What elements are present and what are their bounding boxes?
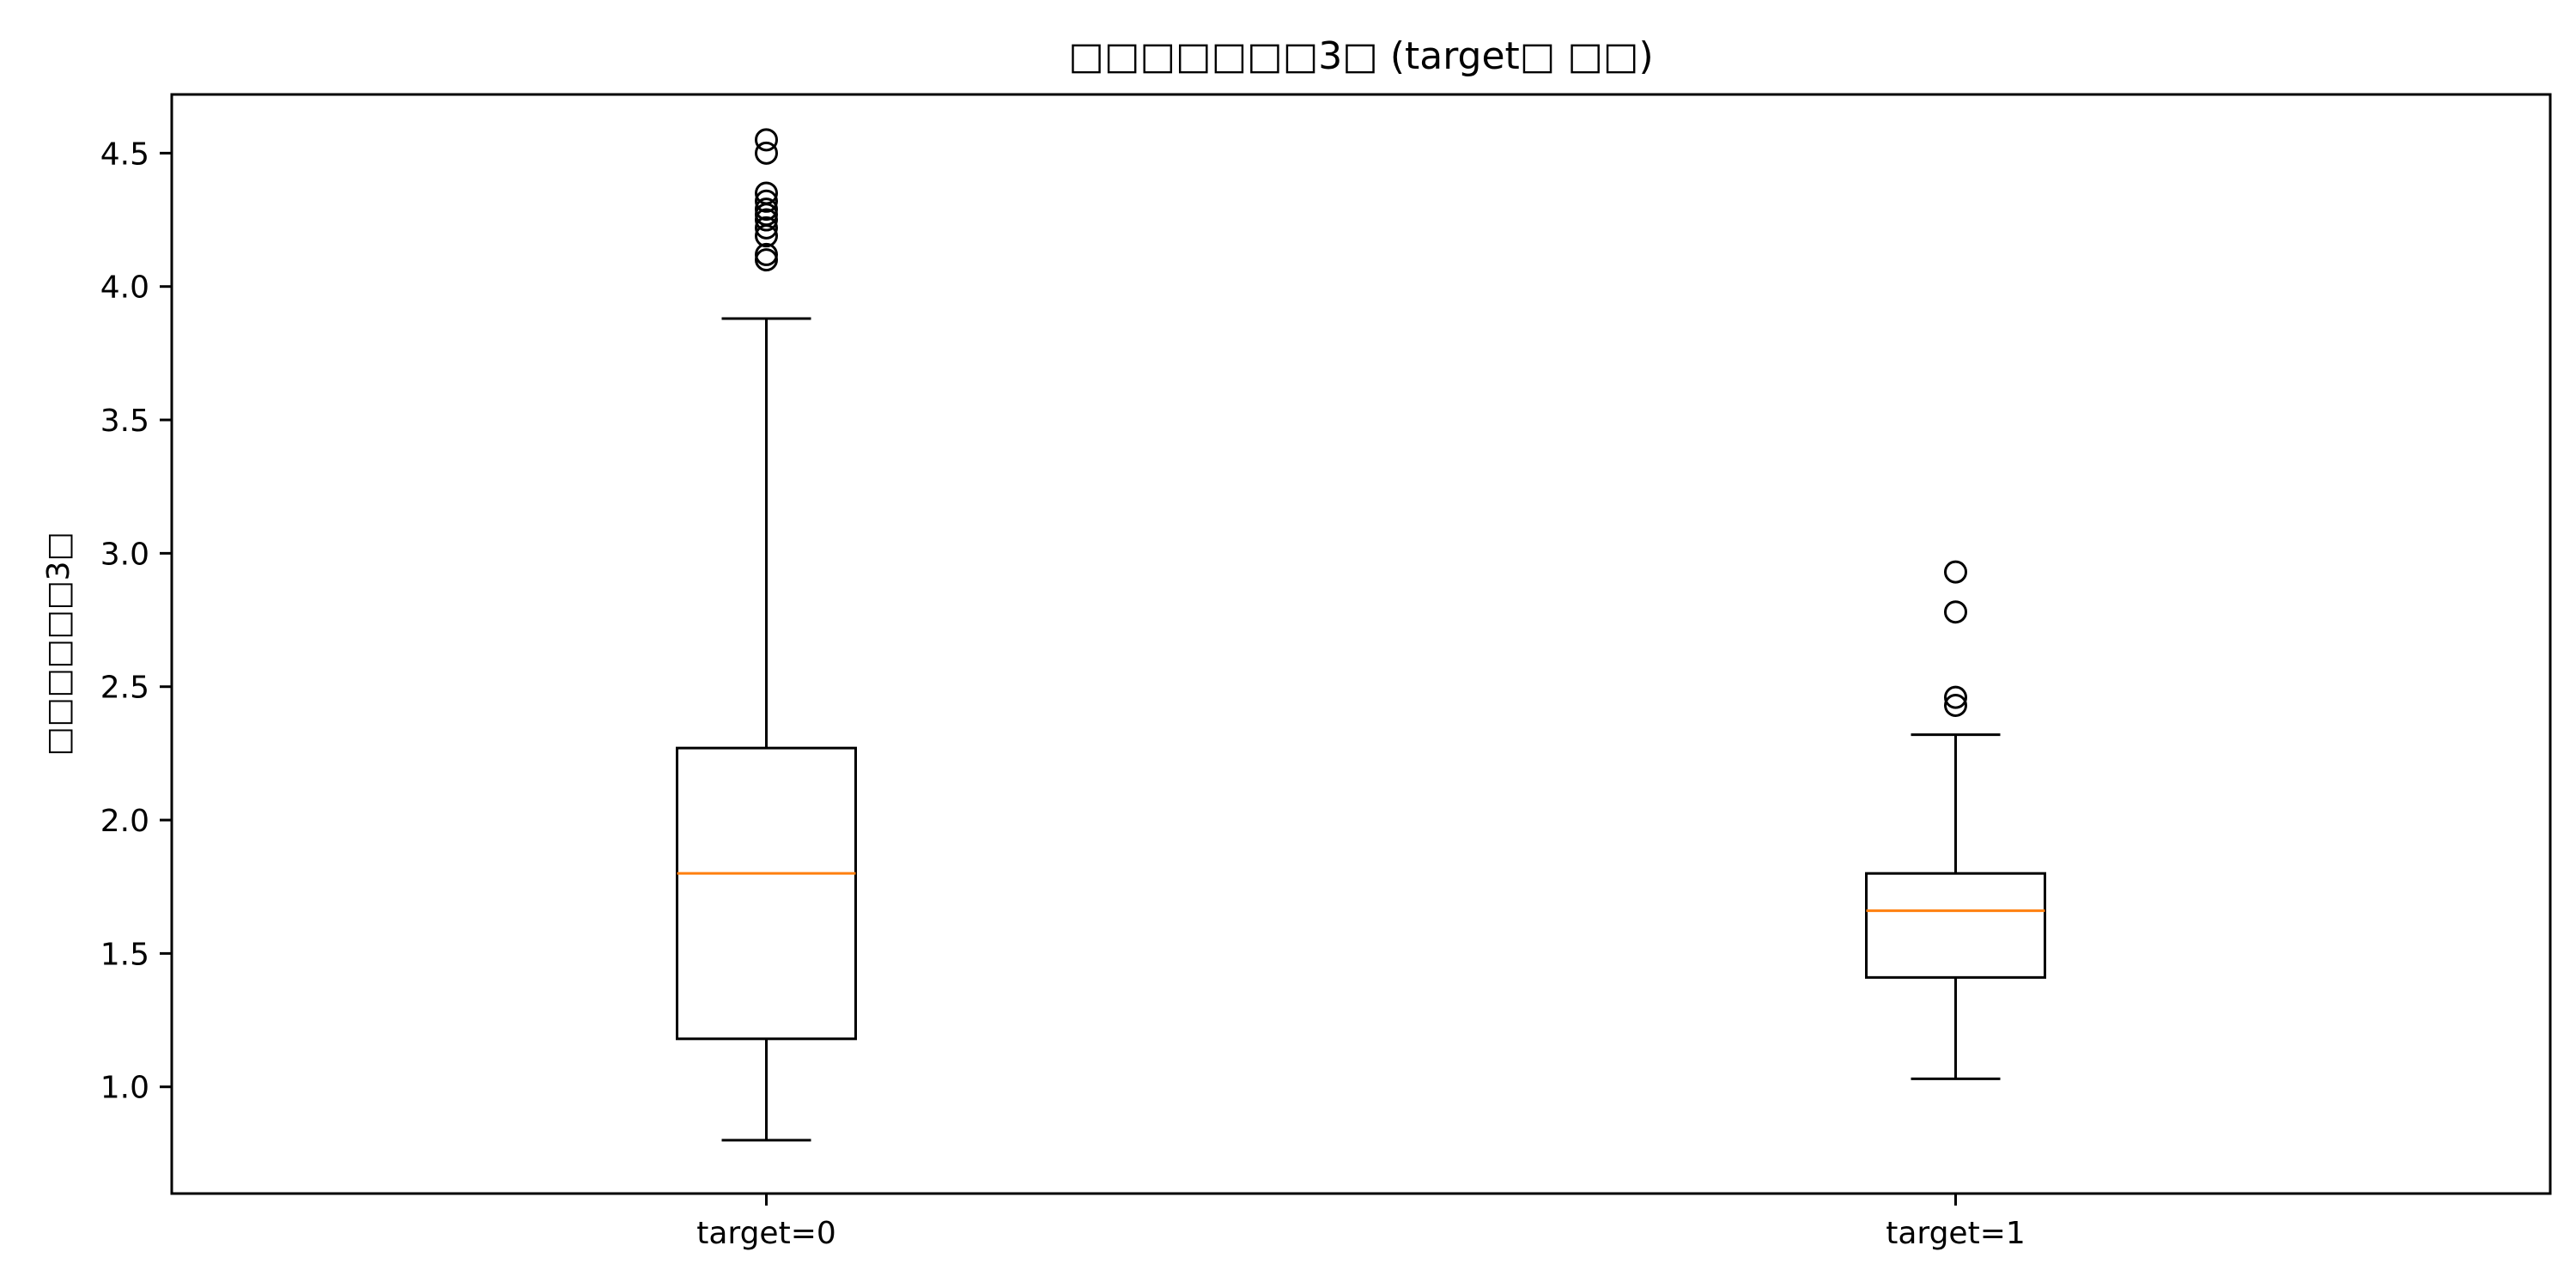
box-group xyxy=(1865,560,2046,1080)
outlier-point xyxy=(755,216,778,240)
iqr-box xyxy=(676,746,857,1041)
box-group xyxy=(676,128,857,1142)
x-tick-label: target=0 xyxy=(696,1216,836,1251)
y-tick-label: 3.5 xyxy=(100,404,149,439)
axes-frame xyxy=(170,93,2552,1195)
chart-title: □□□□□□□3□ (target□ □□) xyxy=(1068,34,1653,78)
y-tick-label: 3.0 xyxy=(100,537,149,572)
y-tick-label: 4.0 xyxy=(100,270,149,306)
y-tick-label: 4.5 xyxy=(100,137,149,172)
outlier-point xyxy=(1944,693,1967,717)
plot-area: 1.0 1.5 2.0 2.5 3.0 3.5 4.0 4.5 target=0 target=1 xyxy=(100,128,2046,1251)
y-tick-label: 1.5 xyxy=(100,937,149,972)
y-tick-label: 2.0 xyxy=(100,804,149,839)
outlier-point xyxy=(755,128,778,152)
x-tick-label: target=1 xyxy=(1886,1216,2026,1251)
outlier-point xyxy=(755,197,778,222)
outlier-point xyxy=(755,208,778,232)
outlier-point xyxy=(755,141,778,165)
y-axis-label: □□□□□□3□ xyxy=(41,532,76,756)
outlier-point xyxy=(755,248,778,272)
outlier-point xyxy=(755,181,778,205)
outlier-point xyxy=(755,242,778,266)
outlier-point xyxy=(755,189,778,213)
iqr-box xyxy=(1865,872,2046,979)
outlier-point xyxy=(1944,600,1967,624)
outlier-point xyxy=(1944,685,1967,709)
y-tick-label: 1.0 xyxy=(100,1071,149,1106)
y-tick-label: 2.5 xyxy=(100,671,149,706)
outlier-point xyxy=(1944,560,1967,584)
